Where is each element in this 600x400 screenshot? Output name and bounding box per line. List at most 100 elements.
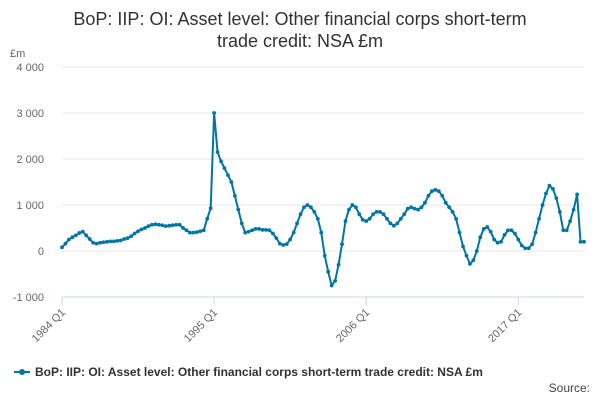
data-point[interactable] [485,225,490,229]
data-point[interactable] [409,205,414,210]
data-point[interactable] [402,212,407,217]
data-point[interactable] [416,207,420,212]
data-point[interactable] [149,222,154,227]
data-point[interactable] [229,180,234,184]
data-point[interactable] [360,217,365,222]
data-point[interactable] [426,193,431,198]
data-point[interactable] [326,269,331,274]
data-point[interactable] [198,229,203,234]
data-point[interactable] [385,216,389,221]
data-point[interactable] [305,203,310,207]
data-point[interactable] [91,240,96,245]
data-point[interactable] [561,228,566,233]
data-point[interactable] [250,228,255,233]
data-point[interactable] [284,242,289,247]
data-point[interactable] [108,239,113,244]
data-point[interactable] [378,210,382,214]
data-point[interactable] [336,262,341,267]
data-point[interactable] [295,221,299,226]
data-point[interactable] [450,210,455,214]
data-point[interactable] [274,236,279,241]
data-point[interactable] [267,228,272,233]
data-point[interactable] [80,229,85,234]
data-point[interactable] [423,200,427,205]
data-point[interactable] [309,205,313,210]
data-point[interactable] [374,210,379,214]
data-point[interactable] [471,258,476,263]
data-point[interactable] [347,207,351,212]
data-point[interactable] [281,243,286,247]
data-point[interactable] [129,234,134,239]
data-point[interactable] [388,221,393,226]
data-point[interactable] [436,189,441,194]
data-point[interactable] [257,227,261,231]
data-point[interactable] [70,235,75,240]
data-point[interactable] [454,216,458,221]
data-point[interactable] [329,283,334,288]
data-point[interactable] [170,223,175,228]
data-point[interactable] [492,237,497,242]
data-point[interactable] [246,229,251,234]
data-point[interactable] [101,240,106,245]
data-point[interactable] [367,216,372,221]
data-point[interactable] [322,253,327,258]
data-point[interactable] [488,229,493,234]
data-point[interactable] [371,212,376,217]
data-point[interactable] [253,227,258,231]
data-point[interactable] [519,243,524,248]
data-point[interactable] [333,279,337,283]
data-point[interactable] [212,111,217,115]
data-point[interactable] [315,216,320,221]
data-point[interactable] [270,231,275,236]
data-point[interactable] [547,183,552,188]
data-point[interactable] [575,192,579,197]
data-point[interactable] [115,238,120,243]
data-point[interactable] [481,227,486,231]
legend[interactable]: BoP: IIP: OI: Asset level: Other financi… [14,365,483,379]
data-point[interactable] [139,227,144,232]
data-point[interactable] [350,203,355,207]
data-point[interactable] [219,159,223,164]
data-point[interactable] [550,187,555,191]
data-point[interactable] [568,219,573,224]
data-point[interactable] [174,222,178,227]
data-point[interactable] [215,150,220,155]
data-point[interactable] [357,212,362,217]
data-point[interactable] [111,239,116,244]
data-point[interactable] [412,206,417,211]
data-point[interactable] [236,207,241,212]
data-point[interactable] [98,240,102,245]
data-point[interactable] [526,246,531,251]
data-point[interactable] [474,249,479,253]
data-point[interactable] [191,230,196,235]
data-point[interactable] [582,239,586,244]
data-point[interactable] [105,239,109,244]
data-point[interactable] [188,230,192,235]
data-point[interactable] [440,193,445,198]
data-point[interactable] [564,228,569,233]
data-point[interactable] [571,207,576,212]
data-point[interactable] [319,230,324,235]
data-point[interactable] [509,228,514,233]
data-point[interactable] [136,229,140,234]
data-point[interactable] [395,221,400,226]
data-point[interactable] [530,242,535,247]
data-point[interactable] [364,219,369,224]
data-point[interactable] [156,222,161,227]
data-point[interactable] [143,226,147,230]
data-point[interactable] [516,237,521,242]
data-point[interactable] [87,237,92,241]
data-point[interactable] [512,231,517,236]
data-point[interactable] [398,216,403,221]
data-point[interactable] [160,223,165,228]
data-point[interactable] [277,241,282,246]
data-point[interactable] [381,212,386,217]
data-point[interactable] [288,237,293,242]
data-point[interactable] [226,173,230,178]
data-point[interactable] [540,203,545,207]
data-point[interactable] [478,235,483,240]
data-point[interactable] [239,221,244,226]
data-point[interactable] [208,206,213,211]
data-point[interactable] [205,216,210,221]
data-point[interactable] [302,205,306,210]
